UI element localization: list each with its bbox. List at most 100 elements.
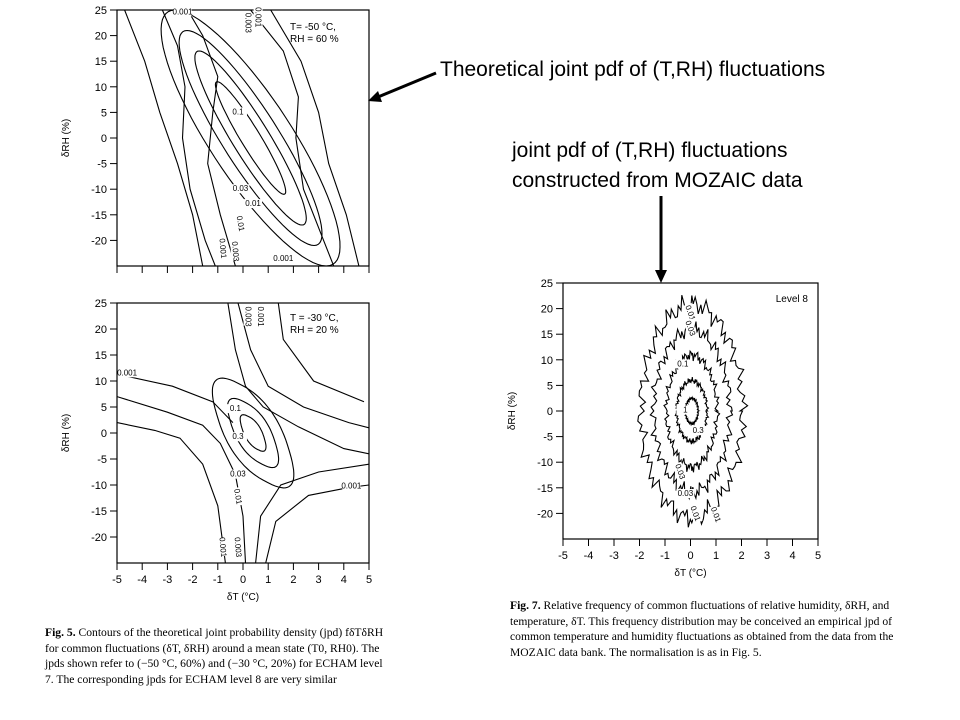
contour-line bbox=[211, 377, 295, 489]
y-tick-label: 10 bbox=[541, 355, 553, 367]
contour-line bbox=[214, 81, 287, 195]
theoretical-top-panel: 25 20 15 10 5 0 -5 -10 -15 -20 δRH (%) T= -50 °C,RH… bbox=[61, 5, 370, 273]
contour-label: 0.001 bbox=[117, 368, 138, 377]
y-tick-label: -5 bbox=[97, 454, 107, 466]
contour-label: 0.1 bbox=[230, 404, 242, 413]
contour-line bbox=[265, 484, 369, 563]
y-axis-label: δRH (%) bbox=[61, 119, 72, 157]
arrow-to-top-plot bbox=[368, 71, 437, 102]
fig5-caption-text: Contours of the theoretical joint probab… bbox=[45, 626, 384, 686]
y-tick-label: -15 bbox=[91, 210, 107, 222]
contour-label-bg bbox=[244, 199, 263, 209]
contour-line bbox=[124, 375, 234, 423]
contour-label-bg bbox=[689, 426, 708, 436]
contour-label-bg bbox=[672, 461, 688, 482]
contour-line bbox=[649, 321, 734, 501]
contour-line bbox=[277, 303, 365, 403]
legend-text: RH = 20 % bbox=[290, 325, 339, 336]
contour-label-bg bbox=[243, 13, 253, 32]
contour-label: 0.01 bbox=[235, 215, 247, 232]
annotation-mozaic-line1: joint pdf of (T,RH) fluctuations bbox=[512, 139, 788, 162]
contour-line bbox=[178, 29, 323, 247]
y-tick-label: 10 bbox=[95, 82, 107, 94]
contour-label-bg bbox=[226, 404, 245, 414]
annotation-mozaic: joint pdf of (T,RH) fluctuations constru… bbox=[512, 136, 803, 196]
x-tick-label: 1 bbox=[265, 574, 271, 586]
contour-label-bg bbox=[118, 368, 137, 378]
contour-line bbox=[227, 303, 369, 455]
contour-label-bg bbox=[673, 359, 692, 369]
y-tick-label: 0 bbox=[547, 406, 553, 418]
y-tick-label: 15 bbox=[95, 350, 107, 362]
contour-line bbox=[187, 10, 236, 266]
x-tick-label: 4 bbox=[341, 574, 347, 586]
x-tick-label: 1 bbox=[713, 550, 719, 562]
contour-line bbox=[117, 396, 247, 563]
x-tick-label: -4 bbox=[584, 550, 594, 562]
y-tick-label: -10 bbox=[537, 457, 553, 469]
contour-label: 0.001 bbox=[273, 254, 294, 263]
contour-label: 0.1 bbox=[232, 107, 244, 116]
contour-label-bg bbox=[676, 405, 695, 415]
contour-label: 0.3 bbox=[232, 432, 244, 441]
legend-text: RH = 60 % bbox=[290, 34, 339, 45]
contour-label: 0.001 bbox=[341, 482, 362, 491]
arrow-to-mozaic-plot bbox=[655, 196, 667, 283]
fig7-caption: Fig. 7. Relative frequency of common flu… bbox=[510, 598, 905, 660]
contour-label-bg bbox=[243, 307, 253, 326]
y-tick-label: 5 bbox=[547, 380, 553, 392]
legend-text: Level 8 bbox=[776, 294, 809, 305]
contour-label-bg bbox=[682, 302, 698, 323]
contour-label-bg bbox=[676, 488, 695, 498]
y-tick-label: -10 bbox=[91, 480, 107, 492]
contour-label: 0.3 bbox=[693, 426, 705, 435]
y-tick-label: -15 bbox=[537, 483, 553, 495]
y-tick-label: 20 bbox=[541, 304, 553, 316]
y-tick-label: 20 bbox=[95, 324, 107, 336]
contour-label: 0.01 bbox=[245, 199, 261, 208]
contour-line bbox=[227, 397, 280, 469]
contour-line bbox=[663, 349, 721, 473]
x-tick-label: -4 bbox=[137, 574, 147, 586]
x-tick-label: -1 bbox=[213, 574, 223, 586]
contour-label-bg bbox=[342, 481, 361, 491]
contour-label-bg bbox=[234, 213, 247, 234]
y-tick-label: -10 bbox=[91, 184, 107, 196]
contour-label: 0.03 bbox=[230, 470, 246, 479]
y-tick-label: -20 bbox=[91, 235, 107, 247]
contour-label: 0.001 bbox=[254, 7, 263, 28]
x-tick-label: 0 bbox=[687, 550, 693, 562]
contour-line bbox=[255, 463, 369, 563]
contour-label: 0.003 bbox=[244, 13, 253, 34]
y-tick-label: 0 bbox=[101, 428, 107, 440]
contour-label-bg bbox=[274, 253, 293, 263]
fig5-caption: Fig. 5. Contours of the theoretical join… bbox=[45, 625, 385, 687]
contour-label-bg bbox=[256, 307, 266, 326]
contour-line bbox=[160, 10, 341, 266]
contour-label-bg bbox=[253, 8, 263, 27]
y-tick-label: -20 bbox=[537, 508, 553, 520]
annotation-theoretical: Theoretical joint pdf of (T,RH) fluctuat… bbox=[440, 58, 826, 81]
legend-text: T= -50 °C, bbox=[290, 22, 336, 33]
y-tick-label: -5 bbox=[97, 159, 107, 171]
contour-label: 0.003 bbox=[230, 241, 241, 262]
x-tick-label: -2 bbox=[635, 550, 645, 562]
contour-line bbox=[637, 294, 749, 528]
contour-lines bbox=[117, 303, 369, 563]
x-tick-label: 3 bbox=[764, 550, 770, 562]
contour-label-bg bbox=[682, 318, 698, 339]
y-tick-label: 20 bbox=[95, 31, 107, 43]
contour-line bbox=[117, 422, 226, 563]
y-axis-label: δRH (%) bbox=[507, 392, 518, 430]
contour-label-bg bbox=[688, 503, 703, 524]
y-tick-label: 15 bbox=[95, 56, 107, 68]
contour-label: 0.003 bbox=[233, 537, 244, 558]
x-tick-label: -2 bbox=[188, 574, 198, 586]
contour-label: 0.03 bbox=[233, 184, 249, 193]
x-tick-label: 0 bbox=[240, 574, 246, 586]
x-tick-label: -3 bbox=[163, 574, 173, 586]
contour-label: 0.03 bbox=[678, 489, 694, 498]
contour-label: 0.1 bbox=[677, 359, 689, 368]
y-tick-label: 5 bbox=[101, 107, 107, 119]
legend-text: T = -30 °C, bbox=[290, 313, 339, 324]
